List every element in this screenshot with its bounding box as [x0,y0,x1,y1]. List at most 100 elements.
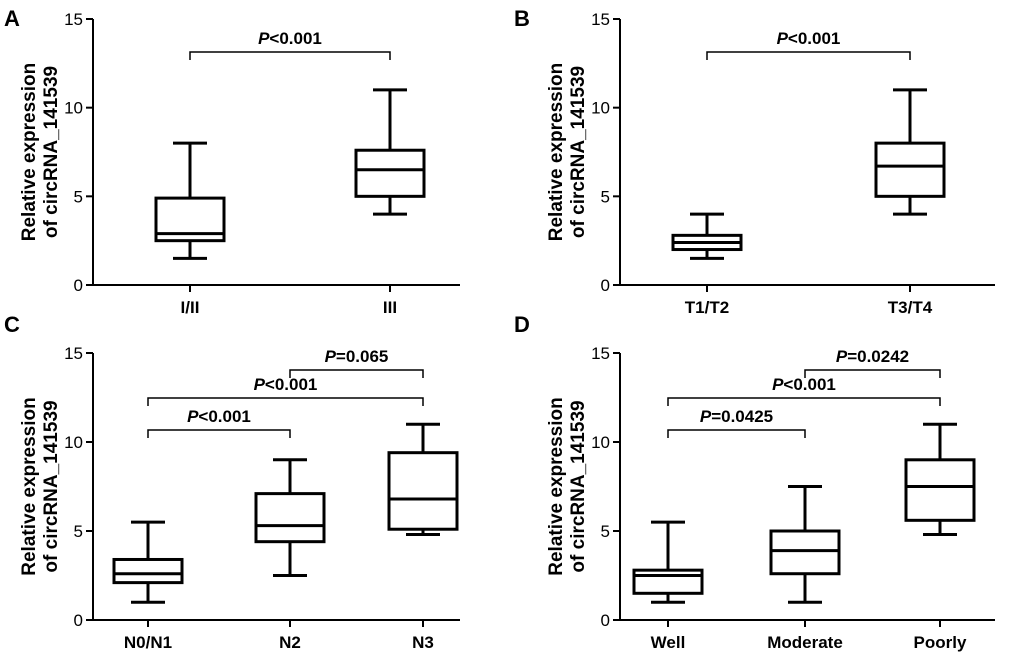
box-1 [354,88,426,216]
box-0 [154,141,226,260]
y-tick-label: 0 [74,611,83,630]
p-value: <0.001 [269,29,321,48]
p-value: =0.0425 [711,407,773,426]
p-value: <0.001 [788,29,840,48]
y-tick-label: 5 [74,187,83,206]
x-tick-label: Poorly [914,633,967,652]
iqr-box [387,451,459,531]
comparison-bracket: P<0.001 [667,375,941,406]
iqr-box [112,557,184,585]
comparison-bracket: P<0.001 [706,29,911,60]
p-value-label: P<0.001 [772,375,836,394]
y-axis-label-line1: Relative expression [19,63,40,241]
bracket-line [667,397,941,406]
iqr-box [904,458,976,522]
comparison-bracket: P=0.065 [289,347,424,378]
y-tick-label: 10 [591,433,610,452]
box-1 [769,485,841,604]
x-tick-label: III [383,298,397,317]
y-tick-label: 15 [591,10,610,29]
box-0 [632,520,704,604]
panel-letter: B [514,6,530,31]
iqr-box [254,492,326,544]
panel-letter: D [514,312,530,337]
x-tick-label: Moderate [767,633,843,652]
p-value-label: P=0.065 [325,347,389,366]
y-tick-label: 5 [601,187,610,206]
y-axis-label-line2: of circRNA_141539 [41,66,62,238]
p-symbol: P [258,29,270,48]
p-symbol: P [700,407,712,426]
bracket-line [147,429,291,438]
p-value-label: P=0.0242 [836,347,909,366]
p-symbol: P [254,375,266,394]
x-tick-label: T1/T2 [685,298,729,317]
p-symbol: P [325,347,337,366]
panel-d: D Relative expression of circRNA_141539 0 5 1… [514,312,995,652]
panel-b: B Relative expression of circRNA_141539 0 5 1… [514,6,995,317]
y-axis-label-line2: of circRNA_141539 [568,66,589,238]
panel-letter: A [4,6,20,31]
y-tick-label: 10 [64,99,83,118]
y-tick-label: 15 [591,344,610,363]
panel-c: C Relative expression of circRNA_141539 0 5 1… [4,312,460,652]
y-tick-label: 10 [64,433,83,452]
x-tick-label: Well [651,633,686,652]
y-tick-label: 0 [601,276,610,295]
p-symbol: P [772,375,784,394]
bracket-line [147,397,424,406]
x-tick-label: N3 [412,633,434,652]
box-1 [254,458,326,577]
panel-a: A Relative expression of circRNA_141539 0 5 1… [4,6,460,317]
panel-letter: C [4,312,20,337]
p-value: =0.0242 [847,347,909,366]
box-2 [904,422,976,537]
y-tick-label: 0 [601,611,610,630]
bracket-line [667,429,806,438]
p-symbol: P [836,347,848,366]
comparison-bracket: P=0.0425 [667,407,806,438]
x-tick-label: N2 [279,633,301,652]
y-tick-label: 15 [64,344,83,363]
y-tick-label: 5 [601,522,610,541]
comparison-bracket: P<0.001 [147,375,424,406]
y-axis-label-line1: Relative expression [546,397,567,575]
iqr-box [769,529,841,576]
p-value: =0.065 [336,347,388,366]
y-axis-label-line2: of circRNA_141539 [41,400,62,572]
x-tick-label: T3/T4 [888,298,933,317]
x-tick-label: I/II [181,298,200,317]
p-value-label: P=0.0425 [700,407,773,426]
p-value: <0.001 [783,375,835,394]
p-value-label: P<0.001 [187,407,251,426]
bracket-line [804,369,941,378]
p-symbol: P [187,407,199,426]
y-axis-label-line1: Relative expression [546,63,567,241]
p-value-label: P<0.001 [777,29,841,48]
box-0 [671,212,743,260]
comparison-bracket: P=0.0242 [804,347,941,378]
y-tick-label: 0 [74,276,83,295]
p-value-label: P<0.001 [254,375,318,394]
y-tick-label: 5 [74,522,83,541]
iqr-box [354,148,426,198]
iqr-box [632,568,704,595]
y-tick-label: 15 [64,10,83,29]
p-value: <0.001 [198,407,250,426]
p-value-label: P<0.001 [258,29,322,48]
box-0 [112,520,184,604]
x-tick-label: N0/N1 [124,633,172,652]
p-value: <0.001 [265,375,317,394]
box-1 [874,88,946,216]
comparison-bracket: P<0.001 [147,407,291,438]
bracket-line [189,51,391,60]
bracket-line [706,51,911,60]
comparison-bracket: P<0.001 [189,29,391,60]
p-symbol: P [777,29,789,48]
iqr-box [874,141,946,198]
box-2 [387,422,459,537]
bracket-line [289,369,424,378]
y-axis-label-line2: of circRNA_141539 [568,400,589,572]
y-tick-label: 10 [591,99,610,118]
